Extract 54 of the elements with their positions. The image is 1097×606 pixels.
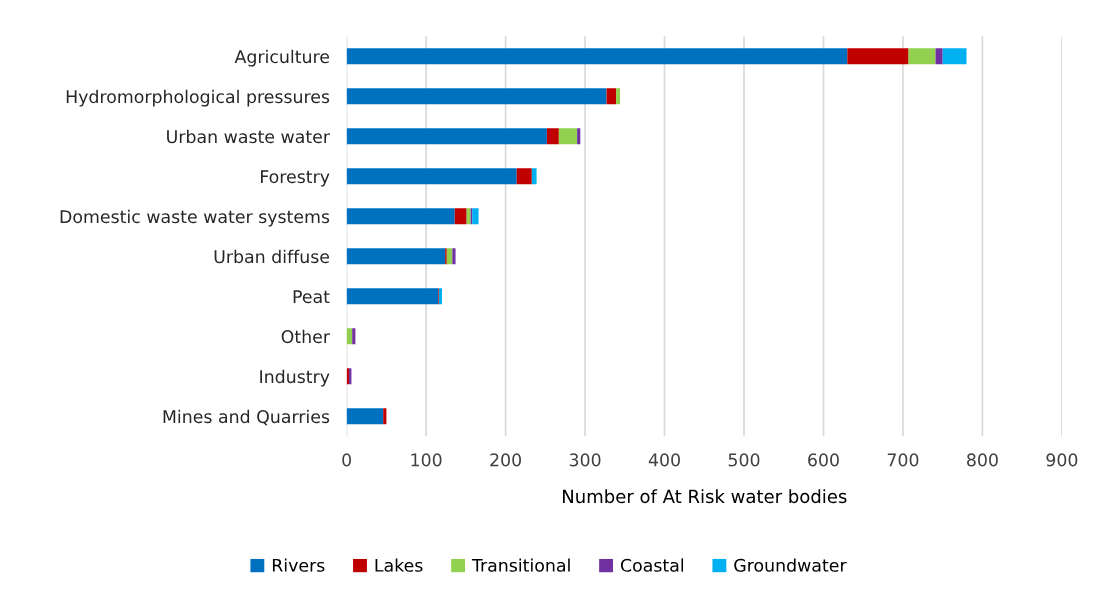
x-tick-label: 200 — [490, 453, 522, 467]
x-tick-label: 900 — [1046, 453, 1078, 467]
bar — [346, 48, 848, 65]
bar — [346, 328, 353, 345]
bar — [531, 168, 537, 185]
legend-label: Coastal — [620, 558, 684, 572]
bar — [472, 208, 479, 225]
x-axis-title: Number of At Risk water bodies — [562, 489, 847, 504]
bar — [446, 248, 453, 265]
legend-label: Rivers — [272, 558, 325, 572]
bar — [452, 248, 456, 265]
y-tick-label: Agriculture — [234, 49, 330, 67]
bar — [466, 208, 471, 225]
y-tick-label: Other — [281, 329, 330, 344]
bar — [606, 88, 617, 105]
bar — [346, 168, 517, 185]
bar — [546, 128, 559, 145]
legend-label: Groundwater — [734, 558, 847, 572]
bar — [383, 408, 387, 425]
y-tick-label: Peat — [293, 290, 330, 304]
y-tick-label: Mines and Quarries — [163, 409, 330, 426]
x-tick-label: 400 — [648, 453, 680, 467]
legend-label: Lakes — [375, 558, 423, 572]
bar — [935, 48, 943, 65]
y-tick-label: Urban waste water — [167, 129, 330, 144]
y-tick-label: Domestic waste water systems — [60, 209, 330, 227]
y-tick-label: Hydromorphological pressures — [66, 89, 330, 107]
bar — [346, 208, 455, 225]
y-tick-label: Industry — [260, 369, 330, 387]
bar — [438, 288, 443, 305]
bar — [908, 48, 936, 65]
bar — [346, 288, 439, 305]
y-tick-label: Forestry — [261, 170, 330, 187]
y-tick-label: Urban diffuse — [214, 249, 330, 264]
bar — [558, 128, 578, 145]
x-tick-label: 100 — [411, 453, 442, 467]
x-tick-label: 700 — [887, 453, 919, 467]
x-tick-label: 500 — [728, 453, 760, 467]
x-tick-label: 300 — [569, 453, 601, 467]
bar — [516, 168, 532, 185]
x-tick-label: 600 — [808, 453, 839, 467]
bar — [346, 248, 446, 265]
x-tick-label: 800 — [967, 453, 998, 467]
x-tick-label: 0 — [342, 453, 352, 467]
bar — [454, 208, 467, 225]
bar — [352, 328, 356, 345]
legend-label: Transitional — [471, 558, 570, 572]
bar — [346, 128, 547, 145]
bar — [577, 128, 581, 145]
bar — [346, 408, 384, 425]
bar — [616, 88, 621, 105]
bar — [847, 48, 909, 65]
bar — [942, 48, 967, 65]
bar — [346, 88, 607, 105]
